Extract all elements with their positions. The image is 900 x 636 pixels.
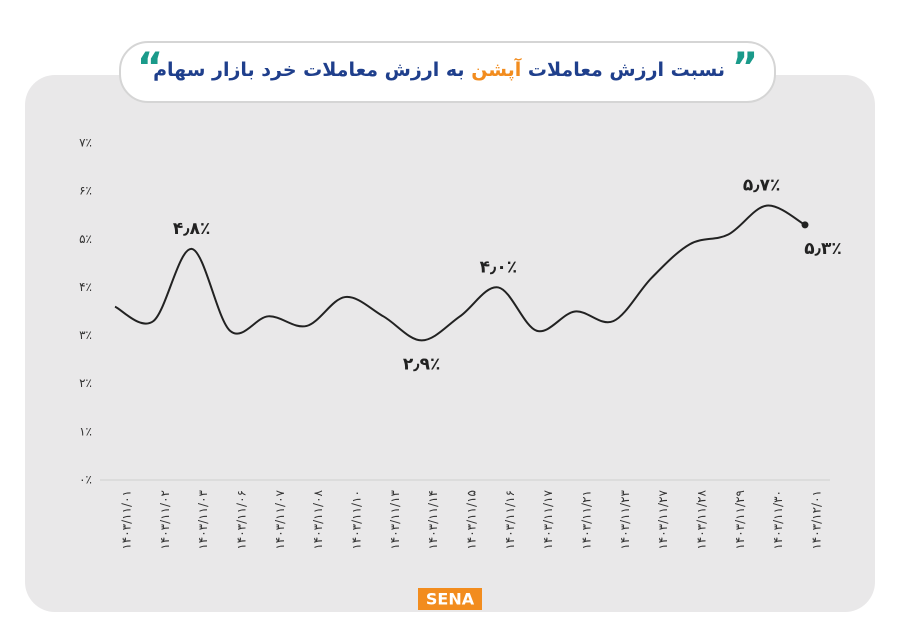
end-marker xyxy=(801,221,809,229)
line xyxy=(114,204,806,342)
chart-title: نسبت ارزش معاملات آپشن به ارزش معاملات خ… xyxy=(153,57,725,81)
x-tick-label: ۱۴۰۳/۱۱/۳۰ xyxy=(771,490,785,550)
x-tick-label: ۱۴۰۳/۱۱/۰۱ xyxy=(120,490,134,550)
x-tick-label: ۱۴۰۳/۱۱/۱۵ xyxy=(465,490,479,550)
value-label: ۲٫۹٪ xyxy=(403,354,441,374)
y-tick-label: ۲٪ xyxy=(79,376,92,390)
title-part: نسبت ارزش معاملات xyxy=(528,59,725,81)
title-part: آپشن xyxy=(471,57,522,81)
title-box xyxy=(119,41,776,103)
x-tick-label: ۱۴۰۳/۱۱/۱۰ xyxy=(350,490,364,550)
x-tick-label: ۱۴۰۳/۱۱/۰۷ xyxy=(273,489,287,549)
logo: SENA xyxy=(426,590,475,609)
y-tick-label: ۱٪ xyxy=(79,424,92,438)
title-part: به ارزش معاملات خرد بازار سهام xyxy=(153,59,464,81)
x-tick-label: ۱۴۰۳/۱۱/۲۱ xyxy=(580,490,594,550)
quote-mark: “ xyxy=(137,45,163,91)
x-tick-label: ۱۴۰۳/۱۱/۰۶ xyxy=(235,490,249,550)
x-tick-label: ۱۴۰۳/۱۱/۲۳ xyxy=(618,489,632,549)
x-tick-label: ۱۴۰۳/۱۱/۰۲ xyxy=(158,490,172,550)
x-tick-label: ۱۴۰۳/۱۱/۰۸ xyxy=(311,489,325,549)
y-tick-label: ۶٪ xyxy=(79,184,92,198)
x-tick-label: ۱۴۰۳/۱۱/۲۷ xyxy=(656,489,670,549)
y-tick-label: ۵٪ xyxy=(79,232,92,246)
x-tick-label: ۱۴۰۳/۱۱/۲۸ xyxy=(695,489,709,549)
logo-box xyxy=(418,588,482,610)
y-tick-label: ۰٪ xyxy=(79,473,92,487)
x-tick-label: ۱۴۰۳/۱۱/۱۶ xyxy=(503,490,517,550)
x-tick-label: ۱۴۰۳/۱۱/۰۳ xyxy=(196,489,210,549)
x-tick-label: ۱۴۰۳/۱۱/۱۴ xyxy=(426,490,440,550)
quote-mark: ” xyxy=(732,45,758,91)
y-tick-label: ۳٪ xyxy=(79,328,92,342)
value-label: ۴٫۸٪ xyxy=(173,219,211,239)
y-tick-label: ۷٪ xyxy=(79,136,92,150)
value-label: ۵٫۳٪ xyxy=(804,239,842,259)
y-tick-label: ۴٪ xyxy=(79,280,92,294)
value-label: ۵٫۷٪ xyxy=(743,176,781,196)
value-label: ۴٫۰٪ xyxy=(480,257,518,277)
x-tick-label: ۱۴۰۳/۱۱/۱۳ xyxy=(388,489,402,549)
x-tick-label: ۱۴۰۳/۱۱/۲۹ xyxy=(733,490,747,550)
x-tick-label: ۱۴۰۳/۱۲/۰۱ xyxy=(810,490,824,550)
panel xyxy=(25,75,875,612)
x-tick-label: ۱۴۰۳/۱۱/۱۷ xyxy=(541,489,555,549)
